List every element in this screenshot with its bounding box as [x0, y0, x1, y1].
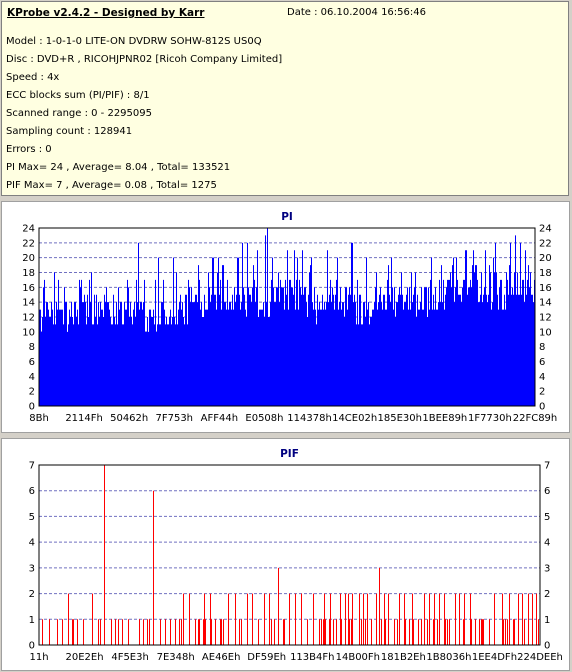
x-tick-label: 8Bh: [29, 413, 49, 424]
x-tick-label: 7F753h: [155, 413, 193, 424]
y-tick-label-left: 6: [29, 486, 35, 497]
y-tick-label-right: 4: [539, 372, 545, 383]
y-tick-label-right: 8: [539, 342, 545, 353]
y-tick-label-left: 22: [22, 238, 35, 249]
y-tick-label-left: 24: [22, 224, 35, 235]
pif-chart: PIF 0 0 1 1 2 2 3 3 4 4 5 5 6 6 7 7 11h 20E2Eh 4F5E3h 7E348h…: [29, 448, 563, 663]
y-tick-label-right: 24: [539, 224, 552, 235]
y-tick-label-left: 1: [29, 615, 35, 626]
y-tick-label-right: 4: [544, 538, 550, 549]
disc-line: Disc : DVD+R , RICOHJPNR02 [Ricoh Compan…: [6, 54, 283, 65]
x-tick-label: DF59Eh: [247, 652, 286, 663]
info-panel: KProbe v2.4.2 - Designed by Karr Date : …: [1, 1, 569, 196]
y-tick-label-left: 16: [22, 283, 35, 294]
model-line: Model : 1-0-1-0 LITE-ON DVDRW SOHW-812S …: [6, 36, 262, 47]
y-tick-label-right: 20: [539, 253, 552, 264]
app-title: KProbe v2.4.2 - Designed by Karr: [7, 7, 205, 19]
y-tick-label-left: 2: [29, 589, 35, 600]
y-tick-label-right: 6: [544, 486, 550, 497]
y-tick-label-right: 14: [539, 298, 552, 309]
pi-summary-line: PI Max= 24 , Average= 8.04 , Total= 1335…: [6, 162, 231, 173]
y-tick-label-left: 6: [29, 357, 35, 368]
x-tick-label: 20E2Eh: [66, 652, 104, 663]
range-line: Scanned range : 0 - 2295095: [6, 108, 152, 119]
y-tick-label-right: 22: [539, 238, 552, 249]
x-tick-label: 181B2Eh: [381, 652, 426, 663]
x-tick-label: 7E348h: [157, 652, 195, 663]
y-tick-label-right: 2: [539, 387, 545, 398]
sampling-line: Sampling count : 128941: [6, 126, 133, 137]
y-tick-label-right: 2: [544, 589, 550, 600]
x-tick-label: 14B00Fh: [336, 652, 380, 663]
info-lines: Model : 1-0-1-0 LITE-ON DVDRW SOHW-812S …: [6, 35, 282, 197]
pi-chart-panel: PI 0 0 2 2 4 4 6 6 8 8 10 10 12 12 14 14 16 16 18 18 20 20 22 22…: [1, 201, 570, 433]
y-tick-label-right: 0: [539, 402, 545, 413]
y-tick-label-right: 10: [539, 327, 552, 338]
pif-chart-panel: PIF 0 0 1 1 2 2 3 3 4 4 5 5 6 6 7 7 11h 20E2Eh 4F5E3h 7E348h…: [1, 438, 570, 671]
y-tick-label-left: 0: [29, 402, 35, 413]
y-tick-label-right: 5: [544, 512, 550, 523]
y-tick-label-left: 4: [29, 538, 35, 549]
x-tick-label: 11h: [29, 652, 48, 663]
y-tick-label-left: 5: [29, 512, 35, 523]
y-tick-label-left: 3: [29, 563, 35, 574]
x-tick-label: 224DEEh: [517, 652, 563, 663]
plot-area: [38, 464, 541, 646]
chart-title: PI: [281, 211, 293, 223]
x-tick-label: 22FC89h: [513, 413, 558, 424]
scan-date: Date : 06.10.2004 16:56:46: [287, 7, 426, 18]
x-tick-label: E0508h: [245, 413, 283, 424]
y-tick-label-left: 20: [22, 253, 35, 264]
y-tick-label-left: 10: [22, 327, 35, 338]
y-tick-label-right: 18: [539, 268, 552, 279]
y-tick-label-right: 6: [539, 357, 545, 368]
x-tick-label: 114378h: [287, 413, 332, 424]
y-tick-label-left: 12: [22, 313, 35, 324]
x-tick-label: 50462h: [110, 413, 148, 424]
y-tick-label-left: 14: [22, 298, 35, 309]
y-tick-label-left: 2: [29, 387, 35, 398]
x-tick-label: 1B8036h: [426, 652, 471, 663]
y-tick-label-right: 7: [544, 461, 550, 472]
y-tick-label-right: 1: [544, 615, 550, 626]
y-tick-label-left: 4: [29, 372, 35, 383]
y-tick-label-right: 16: [539, 283, 552, 294]
y-tick-label-right: 0: [544, 641, 550, 652]
y-tick-label-right: 12: [539, 313, 552, 324]
y-tick-label-left: 8: [29, 342, 35, 353]
y-tick-label-right: 3: [544, 563, 550, 574]
x-tick-label: 113B4Fh: [290, 652, 334, 663]
x-tick-label: 1EE4DFh: [472, 652, 517, 663]
y-tick-label-left: 0: [29, 641, 35, 652]
x-tick-label: 185E30h: [377, 413, 421, 424]
x-tick-label: 14CE02h: [332, 413, 377, 424]
errors-line: Errors : 0: [6, 144, 52, 155]
chart-title: PIF: [280, 448, 299, 460]
speed-line: Speed : 4x: [6, 72, 60, 83]
y-tick-label-left: 18: [22, 268, 35, 279]
x-tick-label: 1BEE89h: [422, 413, 467, 424]
plot-area: [38, 227, 536, 407]
x-tick-label: AE46Eh: [202, 652, 241, 663]
ecc-line: ECC blocks sum (PI/PIF) : 8/1: [6, 90, 150, 101]
x-tick-label: AFF44h: [201, 413, 238, 424]
x-tick-label: 1F7730h: [468, 413, 512, 424]
y-tick-label-left: 7: [29, 461, 35, 472]
pif-summary-line: PIF Max= 7 , Average= 0.08 , Total= 1275: [6, 180, 217, 191]
x-tick-label: 2114Fh: [65, 413, 103, 424]
x-tick-label: 4F5E3h: [111, 652, 149, 663]
